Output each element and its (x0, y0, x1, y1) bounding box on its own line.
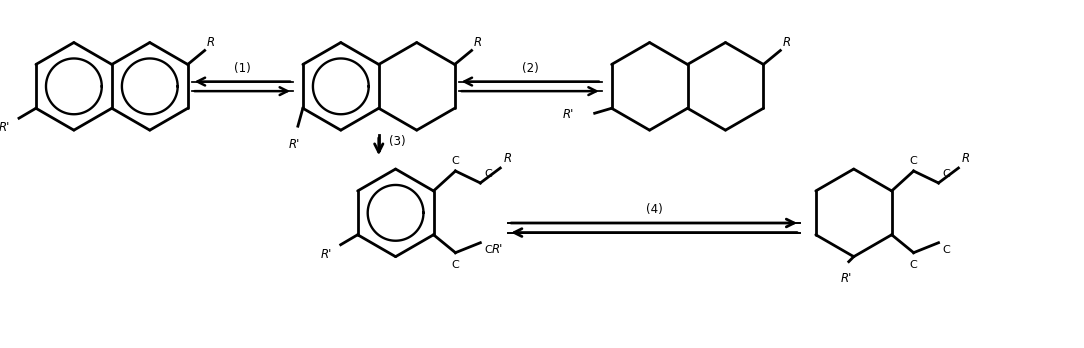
Text: R: R (474, 35, 481, 48)
Text: (2): (2) (521, 62, 539, 74)
Text: C: C (909, 156, 917, 166)
Text: C: C (942, 169, 951, 179)
Text: R: R (783, 35, 790, 48)
Text: C: C (909, 260, 917, 270)
Text: (4): (4) (646, 203, 662, 216)
Text: C: C (942, 245, 951, 255)
Text: C: C (485, 245, 492, 255)
Text: R: R (962, 152, 969, 165)
Text: R': R' (0, 121, 11, 134)
Text: R': R' (841, 271, 852, 285)
Text: R: R (207, 35, 215, 48)
Text: C: C (452, 156, 460, 166)
Text: C: C (452, 260, 460, 270)
Text: R': R' (288, 138, 299, 151)
Text: R': R' (492, 243, 503, 255)
Text: (1): (1) (234, 62, 250, 74)
Text: R: R (503, 152, 512, 165)
Text: R': R' (321, 248, 332, 261)
Text: (3): (3) (389, 135, 405, 148)
Text: R': R' (563, 108, 573, 121)
Text: C: C (485, 169, 492, 179)
